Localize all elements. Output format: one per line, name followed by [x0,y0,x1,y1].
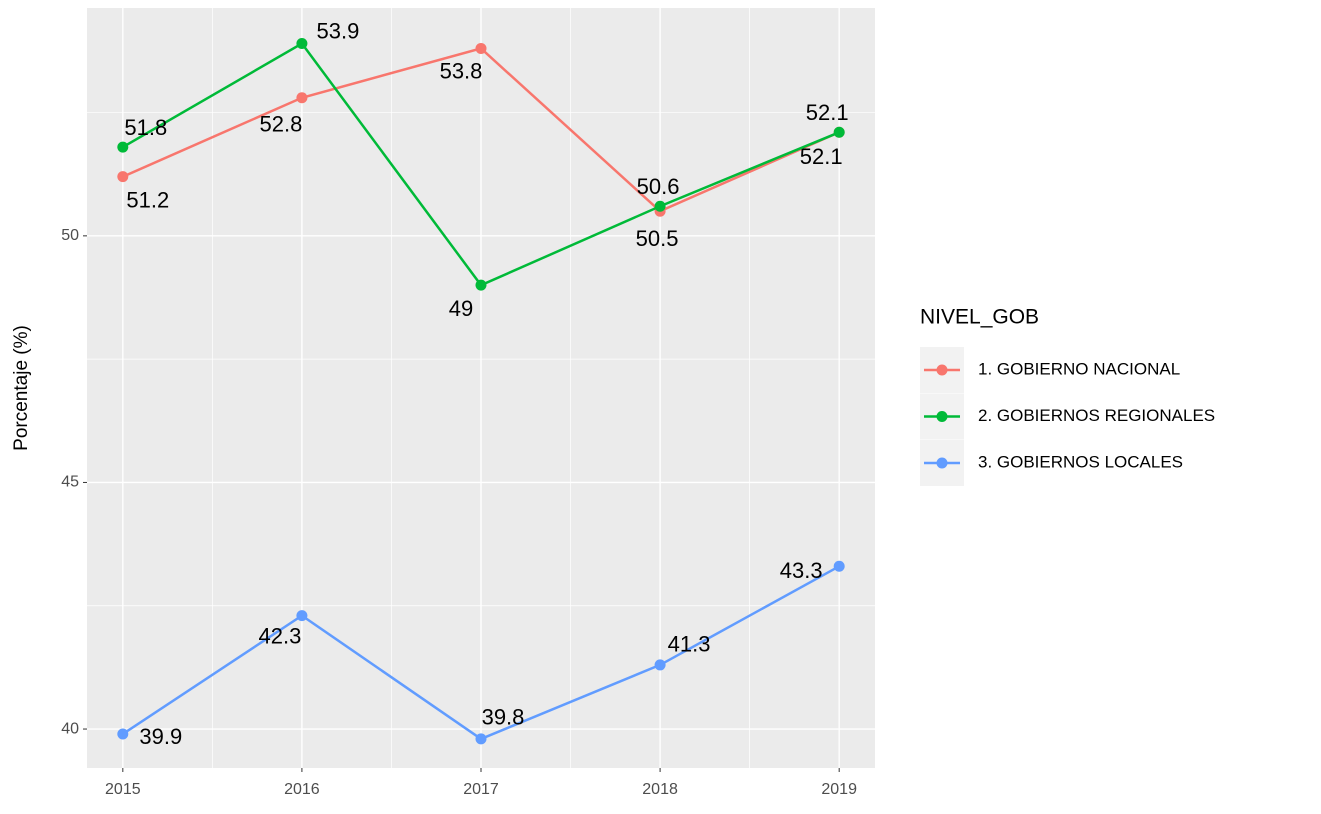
y-tick-label: 50 [61,227,79,244]
point [833,126,845,138]
point [296,38,308,50]
legend-title: NIVEL_GOB [920,306,1039,329]
x-tick-label: 2017 [463,781,499,798]
point [296,92,308,104]
data-label: 50.6 [637,174,680,199]
point [117,728,129,740]
point [296,610,308,622]
legend-label: 3. GOBIERNOS LOCALES [978,452,1183,471]
data-label: 39.8 [482,705,525,730]
legend-label: 2. GOBIERNOS REGIONALES [978,406,1215,425]
x-tick-label: 2018 [642,781,678,798]
legend-point [936,364,948,376]
x-tick-label: 2015 [105,781,141,798]
point [117,141,129,153]
point [833,560,845,572]
point [475,279,487,291]
legend-point [936,411,948,422]
data-label: 41.3 [668,632,711,657]
data-label: 52.1 [800,144,843,169]
point [475,42,487,54]
y-tick-label: 40 [61,720,79,737]
data-label: 52.1 [806,100,849,125]
y-tick-label: 45 [61,474,79,491]
data-label: 53.9 [316,18,359,43]
y-axis-title: Porcentaje (%) [11,325,32,451]
data-label: 43.3 [780,558,823,583]
data-label: 52.8 [259,112,302,137]
point [117,171,129,183]
point [475,733,487,745]
point [654,200,666,212]
point [654,659,666,671]
data-label: 49 [449,296,473,321]
data-label: 39.9 [139,724,182,749]
x-tick-label: 2016 [284,781,320,798]
data-label: 50.5 [636,226,679,251]
data-label: 51.2 [126,187,169,212]
data-label: 51.8 [124,115,167,140]
legend-point [936,457,948,469]
x-tick-label: 2019 [821,781,857,798]
data-label: 53.8 [440,58,483,83]
legend-label: 1. GOBIERNO NACIONAL [978,359,1180,378]
data-label: 42.3 [258,623,301,648]
